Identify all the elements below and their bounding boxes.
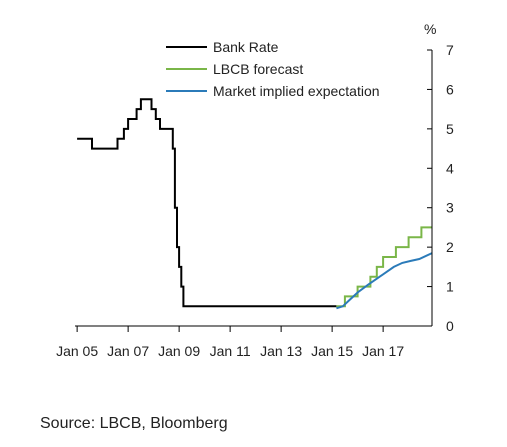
y-tick-label: 1	[446, 279, 454, 295]
series-line-market-implied-expectation	[336, 252, 433, 310]
x-tick-label: Jan 07	[107, 343, 149, 359]
y-tick-label: 6	[446, 81, 454, 97]
y-axis-unit: %	[424, 21, 436, 37]
x-tick-label: Jan 13	[260, 343, 302, 359]
series-line-lbcb-forecast	[336, 226, 432, 308]
y-tick-label: 4	[446, 160, 454, 176]
series-line-bank-rate	[77, 98, 337, 308]
legend-label-bank-rate: Bank Rate	[213, 39, 279, 55]
x-tick-label: Jan 05	[56, 343, 98, 359]
source-note: Source: LBCB, Bloomberg	[40, 415, 228, 432]
y-tick-label: 3	[446, 200, 454, 216]
y-tick-label: 7	[446, 42, 454, 58]
legend-label-lbcb-forecast: LBCB forecast	[213, 61, 303, 77]
x-tick-label: Jan 17	[362, 343, 404, 359]
x-tick-label: Jan 15	[311, 343, 353, 359]
x-tick-label: Jan 09	[158, 343, 200, 359]
y-tick-label: 5	[446, 121, 454, 137]
x-tick-label: Jan 11	[210, 343, 251, 359]
axes: 0 1 2 3 4 5 6 7% Jan 05 Jan 07 Jan 09 Jan 11 Jan 13 J…	[56, 21, 454, 359]
plot-lines	[77, 98, 433, 310]
y-tick-label: 0	[446, 318, 454, 334]
legend-label-market-implied-expectation: Market implied expectation	[213, 83, 380, 99]
legend: Bank Rate LBCB forecast Market implied exp…	[166, 39, 380, 99]
y-tick-label: 2	[446, 239, 454, 255]
